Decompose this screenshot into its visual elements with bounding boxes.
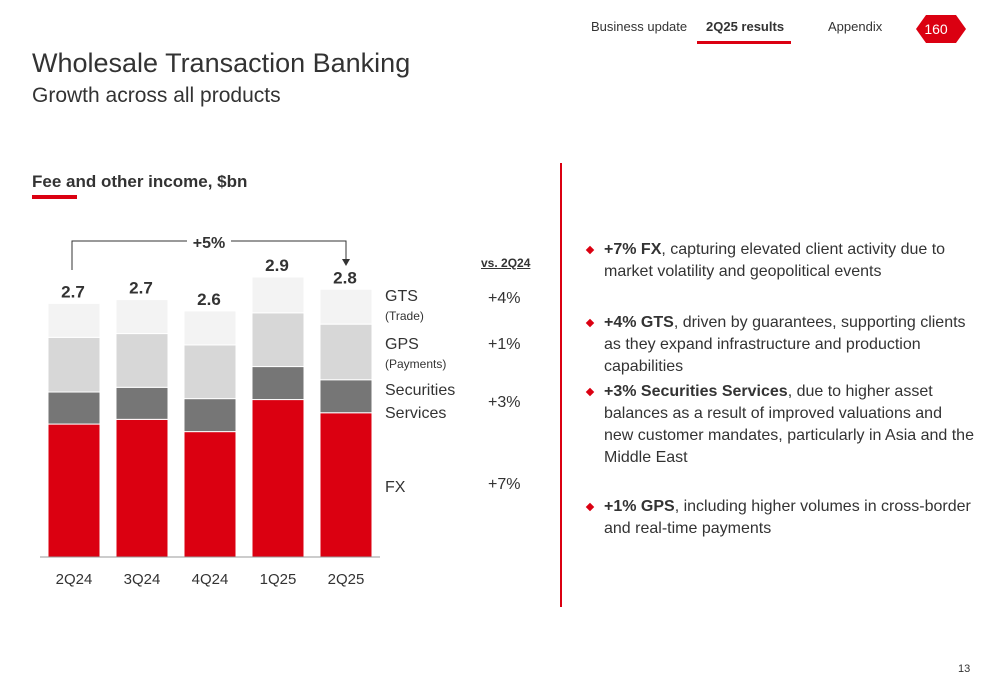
change-label: +3% xyxy=(488,394,521,411)
bar-segment xyxy=(115,386,169,420)
title-underline xyxy=(32,195,77,199)
bar-segment xyxy=(319,379,373,414)
legend-label: Securities Services xyxy=(385,382,456,422)
total-label: 2.8 xyxy=(333,268,357,287)
bar-segment xyxy=(319,412,373,558)
bar-segment xyxy=(183,310,237,346)
x-tick-label: 4Q24 xyxy=(192,571,229,588)
page-number: 13 xyxy=(958,663,971,675)
legend-label: GTS xyxy=(385,288,418,305)
bar-segment xyxy=(251,366,305,401)
chart: 2.7 2Q24 2.7 3Q24 2.6 4Q24 2.9 1Q25 2.8 2Q25 +5% xyxy=(40,232,380,588)
annotation: +5% xyxy=(193,235,225,252)
bullet-text: +4% GTS, driven by guarantees, supportin… xyxy=(604,312,974,378)
divider xyxy=(560,163,562,607)
nav-item[interactable]: Appendix xyxy=(828,19,883,34)
x-tick-label: 3Q24 xyxy=(124,571,161,588)
title: Wholesale Transaction Banking xyxy=(32,48,411,78)
bar-segment xyxy=(251,399,305,558)
bullet-text: +7% FX, capturing elevated client activi… xyxy=(604,239,974,283)
x-tick-label: 2Q24 xyxy=(56,571,93,588)
bar-segment xyxy=(319,288,373,325)
bar-segment xyxy=(251,312,305,368)
bullet-bold: +4% GTS xyxy=(604,314,674,331)
change-label: +1% xyxy=(488,336,521,353)
legend-label: GPS xyxy=(385,336,419,353)
bullet-rest: , including higher volumes in cross-bord… xyxy=(604,498,971,537)
change-label: +4% xyxy=(488,290,521,307)
nav-underline xyxy=(697,41,791,44)
bar-segment xyxy=(183,398,237,433)
bullet-marker xyxy=(585,387,595,397)
bullet-rest: , due to higher asset balances as a resu… xyxy=(604,383,974,466)
bar-segment xyxy=(47,391,101,425)
legend-label: FX xyxy=(385,479,406,496)
bullet-bold: +3% Securities Services xyxy=(604,383,788,400)
total-label: 2.9 xyxy=(265,256,289,275)
bar-segment xyxy=(47,423,101,558)
total-label: 2.6 xyxy=(197,290,221,309)
change-label: +7% xyxy=(488,476,521,493)
legend-note: (Payments) xyxy=(385,357,447,371)
growth-arrowhead xyxy=(342,259,350,266)
bullet-text: +1% GPS, including higher volumes in cro… xyxy=(604,496,974,540)
chart-title: Fee and other income, $bn xyxy=(32,172,248,191)
x-tick-label: 2Q25 xyxy=(328,571,365,588)
nav-item-active[interactable]: 2Q25 results xyxy=(706,19,785,34)
change-header: vs. 2Q24 xyxy=(481,256,531,270)
bar-segment xyxy=(47,336,101,393)
x-tick-label: 1Q25 xyxy=(260,571,297,588)
total-label: 2.7 xyxy=(61,282,85,301)
bar-segment xyxy=(47,302,101,338)
bar-segment xyxy=(115,333,169,388)
bullet-rest: , driven by guarantees, supporting clien… xyxy=(604,314,966,375)
bar-segment xyxy=(183,344,237,400)
bullet-text: +3% Securities Services, due to higher a… xyxy=(604,381,974,469)
bar-segment xyxy=(319,323,373,381)
nav-item[interactable]: Business update xyxy=(591,19,688,34)
bullet-marker xyxy=(585,245,595,255)
bullet-bold: +7% FX xyxy=(604,241,662,258)
bullet-marker xyxy=(585,318,595,328)
bar-segment xyxy=(183,431,237,558)
bar-segment xyxy=(115,299,169,335)
logo-text: 160 xyxy=(924,21,948,37)
bullet-bold: +1% GPS xyxy=(604,498,675,515)
bullet-rest: , capturing elevated client activity due… xyxy=(604,241,946,280)
total-label: 2.7 xyxy=(129,279,153,298)
bar-segment xyxy=(251,276,305,314)
annotation-bg xyxy=(187,232,231,250)
legend-note: (Trade) xyxy=(385,309,424,323)
bullet-marker xyxy=(585,502,595,512)
subtitle: Growth across all products xyxy=(32,84,281,107)
bar-segment xyxy=(115,418,169,558)
logo: 160 xyxy=(916,15,966,43)
